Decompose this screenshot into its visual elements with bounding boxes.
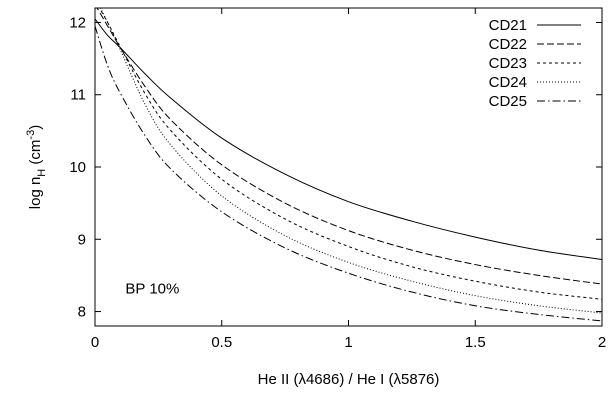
x-tick-label: 2 bbox=[598, 334, 606, 351]
plot-annotation: BP 10% bbox=[125, 280, 179, 297]
y-axis-label-subscript: H bbox=[36, 169, 48, 177]
y-axis-label-superscript: -3 bbox=[25, 130, 37, 140]
y-axis-label-unit-open: (cm bbox=[27, 140, 44, 169]
series-line-cd23 bbox=[98, 8, 602, 300]
y-axis-label-unit-close: ) bbox=[27, 125, 44, 130]
x-axis-label: He II (λ4686) / He I (λ5876) bbox=[258, 371, 440, 388]
legend-label-cd22: CD22 bbox=[489, 36, 527, 53]
y-tick-label: 9 bbox=[78, 231, 86, 248]
legend-label-cd21: CD21 bbox=[489, 17, 527, 34]
x-tick-label: 1.5 bbox=[465, 334, 486, 351]
legend: CD21 CD22 CD23 CD24 CD25 bbox=[489, 17, 581, 110]
x-tick-label: 0.5 bbox=[211, 334, 232, 351]
series-line-cd25 bbox=[95, 25, 602, 322]
legend-label-cd25: CD25 bbox=[489, 93, 527, 110]
x-tick-label: 0 bbox=[91, 334, 99, 351]
series-line-cd22 bbox=[96, 8, 602, 285]
series-line-cd24 bbox=[99, 8, 602, 314]
x-axis: 0 0.5 1 1.5 2 bbox=[91, 8, 606, 351]
y-tick-label: 10 bbox=[69, 159, 86, 176]
y-axis-label: log nH (cm-3) bbox=[25, 125, 48, 209]
y-tick-label: 8 bbox=[78, 304, 86, 321]
y-tick-label: 12 bbox=[69, 14, 86, 31]
legend-label-cd24: CD24 bbox=[489, 74, 527, 91]
series-curves bbox=[95, 8, 602, 322]
legend-label-cd23: CD23 bbox=[489, 55, 527, 72]
y-axis-label-base: log n bbox=[27, 177, 44, 210]
y-tick-label: 11 bbox=[70, 87, 86, 104]
y-axis: 8 9 10 11 12 bbox=[69, 14, 602, 321]
x-tick-label: 1 bbox=[344, 334, 352, 351]
